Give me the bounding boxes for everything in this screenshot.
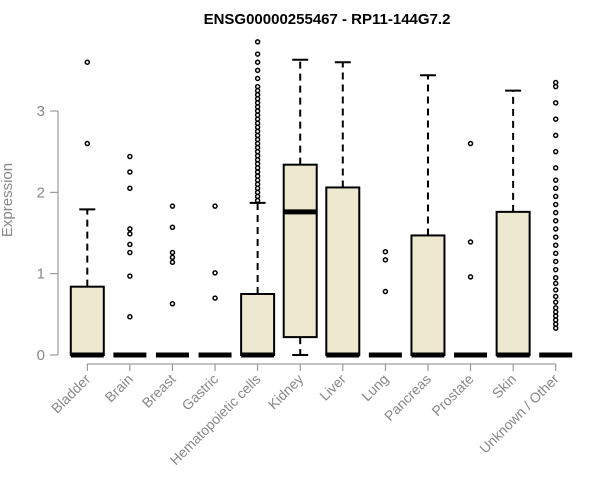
outlier-point	[127, 273, 133, 279]
outlier-point	[127, 226, 133, 232]
x-tick-label: Lung	[358, 371, 391, 404]
outlier-point	[169, 254, 176, 261]
outlier-point	[552, 274, 559, 281]
outlier-point	[127, 153, 133, 160]
outlier-point	[467, 239, 474, 245]
outlier-point	[552, 293, 559, 300]
outlier-point	[127, 314, 133, 320]
x-tick-label: Skin	[489, 371, 520, 402]
box-gastric	[198, 203, 232, 358]
outlier-point	[552, 100, 559, 106]
outlier-point	[169, 249, 176, 256]
box-kidney	[282, 58, 318, 356]
y-tick-label: 3	[37, 103, 45, 120]
outlier-point	[552, 132, 559, 139]
box-rect	[325, 186, 361, 356]
outlier-point	[552, 258, 559, 265]
outlier-point	[382, 248, 389, 255]
box-hematopoietic-cells	[240, 39, 276, 358]
y-axis-label: Expression	[0, 163, 16, 237]
boxes	[69, 39, 573, 358]
outlier-point	[552, 242, 559, 248]
outlier-point	[169, 301, 176, 307]
outlier-point	[254, 51, 261, 57]
outlier-point	[84, 59, 91, 65]
outlier-point	[254, 83, 261, 90]
outlier-point	[84, 140, 91, 147]
x-tick-label: Kidney	[265, 371, 307, 413]
x-tick-label: Breast	[139, 371, 179, 411]
outlier-point	[552, 266, 559, 273]
outlier-point	[552, 234, 559, 240]
outlier-point	[552, 250, 559, 257]
outlier-point	[467, 274, 474, 280]
outlier-point	[127, 249, 133, 256]
box-pancreas	[410, 74, 446, 358]
x-tick-label: Brain	[102, 371, 136, 405]
box-rect	[240, 293, 276, 356]
outlier-point	[254, 75, 261, 82]
outlier-point	[552, 79, 559, 86]
outlier-point	[169, 224, 176, 231]
outlier-point	[127, 241, 133, 248]
x-tick-label: Unknown / Other	[476, 371, 562, 457]
x-tick-label: Bladder	[48, 371, 94, 417]
outlier-point	[552, 280, 559, 287]
y-axis: 0 1 2 3	[37, 103, 59, 364]
x-tick-label: Gastric	[178, 371, 221, 414]
outlier-point	[127, 169, 133, 175]
box-rect	[410, 234, 446, 356]
outlier-point	[169, 203, 176, 209]
outlier-point	[254, 39, 261, 45]
outlier-point	[127, 231, 133, 237]
x-tick-label: Pancreas	[381, 371, 434, 424]
outlier-point	[552, 299, 559, 305]
outlier-point	[212, 203, 218, 209]
outlier-point	[552, 148, 559, 155]
outlier-point	[552, 226, 559, 232]
outlier-point	[212, 270, 218, 276]
outlier-point	[552, 165, 559, 171]
box-rect	[69, 285, 105, 356]
outlier-point	[212, 295, 218, 301]
outlier-point	[552, 185, 559, 192]
outlier-point	[127, 185, 133, 192]
box-bladder	[69, 59, 105, 358]
box-skin	[495, 89, 531, 358]
outlier-point	[552, 305, 559, 311]
box-brain	[113, 153, 147, 358]
outlier-point	[552, 218, 559, 224]
outlier-point	[254, 59, 261, 65]
outlier-point	[254, 67, 261, 74]
y-tick-label: 1	[37, 266, 45, 283]
outlier-point	[467, 140, 474, 147]
outlier-point	[552, 209, 559, 216]
box-prostate	[454, 140, 488, 358]
outlier-point	[382, 288, 389, 295]
box-liver	[325, 61, 361, 358]
outlier-point	[552, 116, 559, 122]
outlier-point	[552, 287, 559, 293]
outlier-point	[552, 177, 559, 183]
y-tick-label: 0	[37, 347, 45, 364]
outlier-point	[552, 201, 559, 208]
outlier-point	[382, 257, 389, 263]
chart-title: ENSG00000255467 - RP11-144G7.2	[204, 11, 451, 28]
box-unknown-other	[539, 79, 573, 358]
x-tick-label: Liver	[316, 371, 349, 404]
outlier-point	[169, 259, 176, 266]
x-tick-label: Prostate	[428, 371, 476, 419]
box-rect	[495, 210, 531, 356]
y-tick-label: 2	[37, 184, 45, 201]
outlier-point	[552, 193, 559, 200]
box-rect	[282, 163, 318, 339]
box-lung	[368, 248, 402, 358]
box-breast	[155, 203, 189, 358]
